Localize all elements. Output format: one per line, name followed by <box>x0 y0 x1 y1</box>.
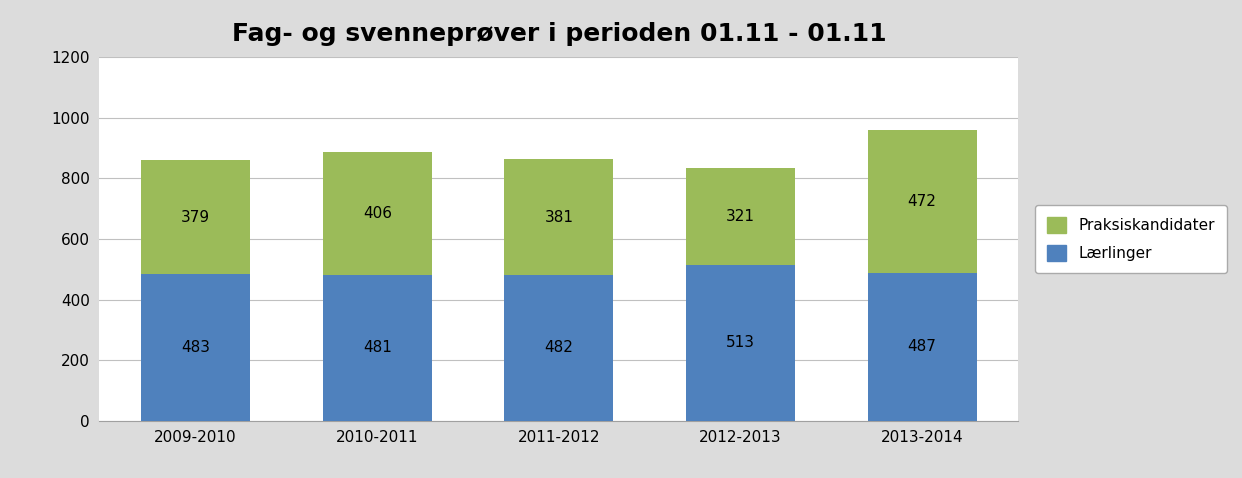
Title: Fag- og svenneprøver i perioden 01.11 - 01.11: Fag- og svenneprøver i perioden 01.11 - … <box>231 22 887 46</box>
Bar <box>142 274 250 421</box>
Text: 487: 487 <box>908 339 936 354</box>
Bar <box>686 265 795 421</box>
Bar <box>504 275 614 421</box>
Bar <box>142 160 250 274</box>
Bar <box>504 159 614 275</box>
Text: 482: 482 <box>544 340 574 355</box>
Bar <box>868 130 976 273</box>
Text: 381: 381 <box>544 209 574 225</box>
Bar <box>868 273 976 421</box>
Bar <box>323 275 432 421</box>
Text: 472: 472 <box>908 194 936 209</box>
Text: 481: 481 <box>363 340 391 355</box>
Text: 513: 513 <box>727 336 755 350</box>
Legend: Praksiskandidater, Lærlinger: Praksiskandidater, Lærlinger <box>1036 205 1227 273</box>
Text: 379: 379 <box>181 209 210 225</box>
Text: 406: 406 <box>363 206 391 221</box>
Text: 483: 483 <box>181 340 210 355</box>
Text: 321: 321 <box>727 209 755 224</box>
Bar <box>686 168 795 265</box>
Bar <box>323 152 432 275</box>
